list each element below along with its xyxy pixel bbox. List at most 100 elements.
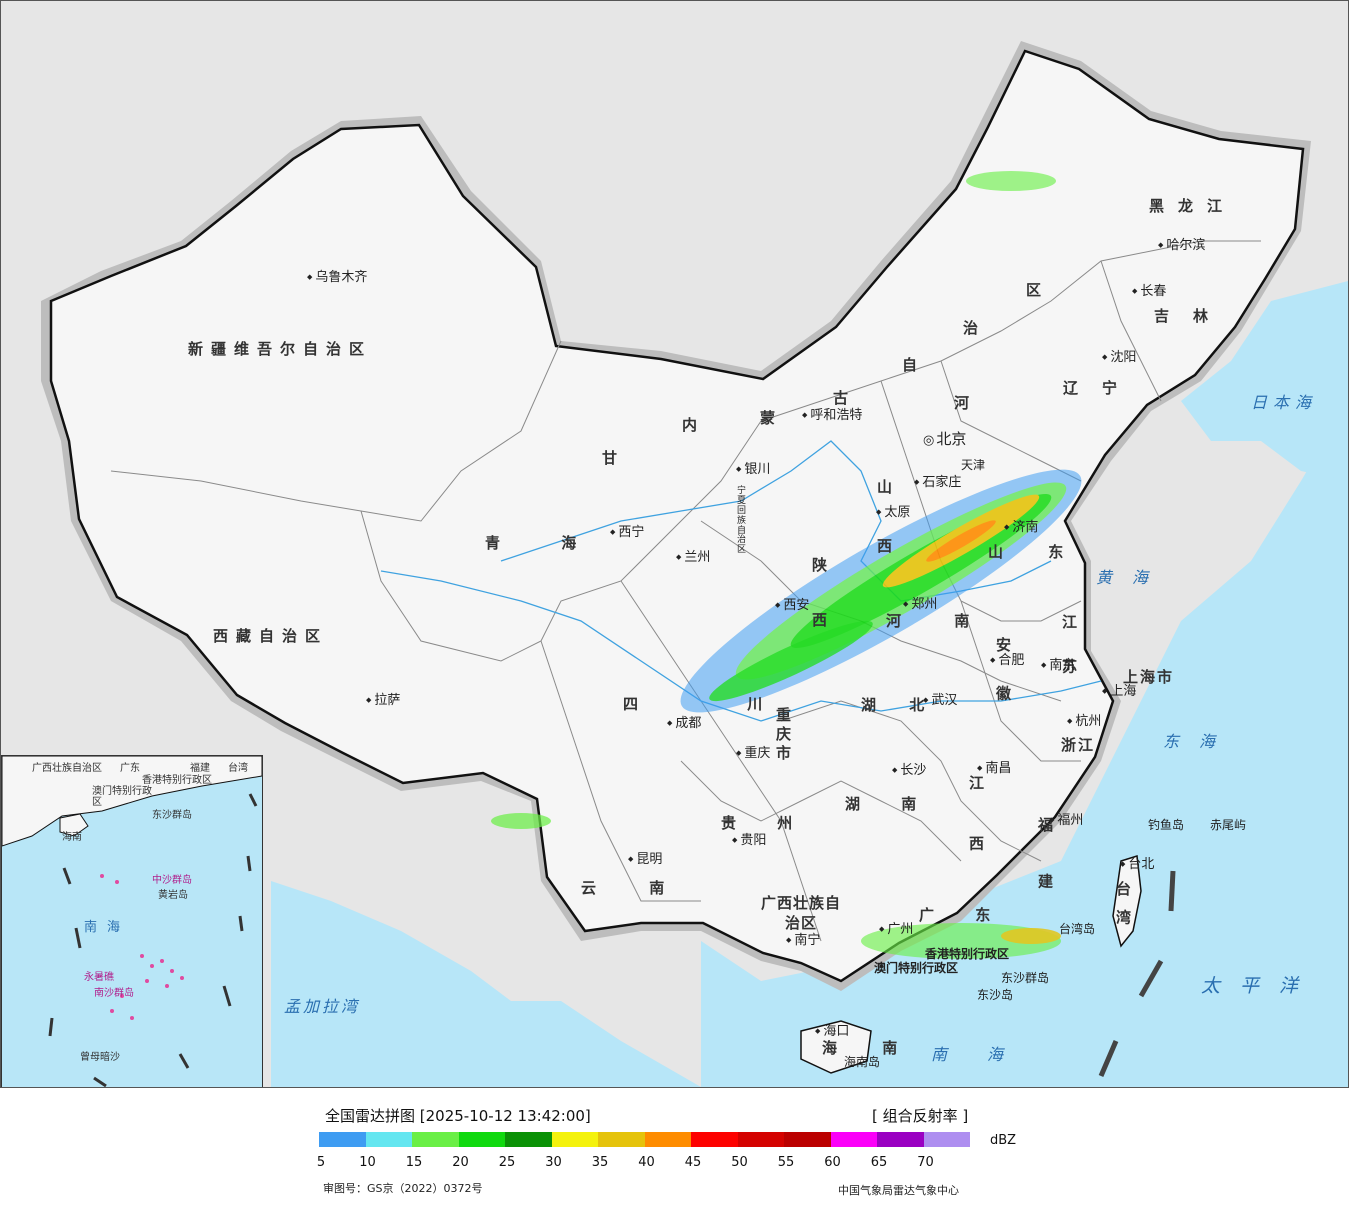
colorbar-swatch	[830, 1132, 877, 1147]
island-dongsha-qundao: 东沙群岛	[1001, 971, 1050, 985]
inset-label-huangyan: 黄岩岛	[158, 890, 188, 901]
taiwan-land	[1112, 855, 1142, 948]
province-jilin: 吉林	[1154, 307, 1233, 325]
island-hainan: 海南岛	[844, 1055, 881, 1069]
province-zhejiang: 浙江	[1061, 736, 1096, 754]
city-taiyuan: 太原	[876, 506, 910, 519]
legend-title: 全国雷达拼图 [2025-10-12 13:42:00]	[325, 1107, 591, 1125]
province-hebei: 河	[954, 394, 978, 412]
province-xizang: 西藏自治区	[213, 627, 329, 645]
inset-label-yongshu: 永暑礁	[84, 972, 114, 983]
inset-label-guangxi: 广西壮族自治区	[32, 763, 102, 774]
city-changsha: 长沙	[892, 764, 926, 777]
province-neimenggu-2: 蒙	[760, 409, 784, 427]
legend: 全国雷达拼图 [2025-10-12 13:42:00] [ 组合反射率 ] d…	[0, 1088, 1349, 1208]
ocean-west	[271, 881, 701, 1087]
province-neimenggu-1: 内	[682, 416, 706, 434]
city-harbin: 哈尔滨	[1158, 239, 1205, 252]
province-taiwan: 台 湾	[1114, 881, 1132, 929]
province-yunnan: 云 南	[581, 879, 689, 897]
province-shandong: 山 东	[988, 543, 1084, 561]
province-shanxi-2: 西	[877, 537, 901, 555]
inset-label-dongsha: 东沙群岛	[152, 810, 192, 821]
province-fujian: 福 建	[1036, 817, 1054, 907]
legend-unit: dBZ	[990, 1133, 1017, 1148]
south-china-sea-inset: 广西壮族自治区 广东 福建 台湾 香港特别行政区 澳门特别行政区 东沙群岛 海南…	[1, 755, 263, 1087]
city-lhasa: 拉萨	[366, 694, 400, 707]
city-urumqi: 乌鲁木齐	[307, 271, 367, 284]
city-nanning: 南宁	[786, 934, 820, 947]
inset-islands	[100, 874, 184, 1020]
inset-label-zhongsha: 中沙群岛	[152, 875, 192, 886]
province-liaoning: 辽宁	[1063, 379, 1142, 397]
city-jinan: 济南	[1004, 521, 1038, 534]
colorbar-tick-label: 60	[824, 1155, 841, 1170]
province-shaanxi: 陕	[812, 556, 836, 574]
city-nanchang: 南昌	[977, 762, 1011, 775]
city-xining: 西宁	[610, 526, 644, 539]
ocean	[701, 401, 1348, 1087]
inset-label-hainan: 海南	[62, 832, 82, 843]
province-tianjin: 天津	[961, 458, 986, 472]
city-shenyang: 沈阳	[1102, 351, 1136, 364]
province-shaanxi-2: 西	[812, 611, 836, 629]
sea-nanhai: 南海	[931, 1045, 1044, 1064]
colorbar-tick-label: 10	[359, 1155, 376, 1170]
province-macau: 澳门特别行政区	[874, 961, 959, 975]
ocean-japan	[1181, 281, 1348, 481]
inset-land	[2, 756, 262, 847]
map-approval-number: 审图号：GS京（2022）0372号	[323, 1182, 483, 1195]
city-taibei: 台北	[1120, 858, 1154, 871]
colorbar-tick-label: 45	[684, 1155, 702, 1170]
city-yinchuan: 银川	[736, 463, 770, 476]
city-fuzhou: 福州	[1049, 814, 1083, 827]
province-guangdong: 广 东	[919, 906, 1009, 924]
island-dongsha-dao: 东沙岛	[977, 988, 1014, 1002]
province-guizhou: 贵 州	[721, 814, 811, 832]
city-shanghai: 上海	[1102, 685, 1136, 698]
maritime-boundary	[1098, 870, 1176, 1077]
province-henan: 河 南	[886, 612, 994, 630]
city-guangzhou: 广州	[879, 923, 913, 936]
province-neimenggu-6: 区	[1026, 281, 1050, 299]
colorbar-swatch	[365, 1132, 412, 1147]
province-qinghai: 青 海	[485, 534, 605, 552]
province-hongkong: 香港特别行政区	[925, 947, 1010, 961]
colorbar-tick-label: 40	[638, 1155, 655, 1170]
province-shanghai: 上海市	[1123, 668, 1175, 686]
island-chiwei: 赤尾屿	[1210, 818, 1247, 832]
city-changchun: 长春	[1132, 285, 1166, 298]
sea-donghai: 东海	[1163, 732, 1236, 751]
inset-label-macau: 澳门特别行政区	[92, 786, 152, 808]
inset-label-fujian: 福建	[190, 763, 210, 774]
colorbar-tick-label: 70	[917, 1155, 934, 1170]
province-sichuan: 四 川	[623, 695, 815, 713]
inset-label-guangdong: 广东	[120, 763, 140, 774]
inset-dashes	[48, 793, 258, 1087]
colorbar-tick-label: 15	[405, 1155, 423, 1170]
province-chongqing: 重庆市	[774, 707, 792, 764]
colorbar-tick-label: 30	[545, 1155, 562, 1170]
province-guangxi: 广西壮族自治区	[761, 894, 842, 932]
inset-hainan	[59, 813, 89, 837]
province-jiangxi: 江 西	[967, 775, 985, 871]
province-neimenggu-3: 古	[833, 389, 857, 407]
province-hunan: 湖 南	[845, 795, 935, 813]
colorbar-swatch	[458, 1132, 505, 1147]
colorbar-tick-label: 20	[452, 1155, 469, 1170]
colorbar-tick-label: 55	[777, 1155, 795, 1170]
colorbar-tick-label: 25	[498, 1155, 516, 1170]
city-xian: 西安	[775, 599, 809, 612]
city-haikou: 海口	[815, 1025, 849, 1038]
province-ningxia: 宁夏回族自治区	[737, 486, 747, 556]
inset-label-zengmu: 曾母暗沙	[80, 1052, 120, 1063]
sea-pacific: 太平洋	[1201, 975, 1319, 997]
province-jiangsu: 江 苏	[1060, 614, 1078, 686]
city-shijiazhuang: 石家庄	[914, 476, 961, 489]
province-beijing: 北京	[923, 432, 966, 447]
island-taiwan: 台湾岛	[1059, 922, 1096, 936]
city-chongqing: 重庆	[736, 747, 770, 760]
colorbar-swatch	[737, 1132, 784, 1147]
colorbar-swatch	[784, 1132, 831, 1147]
colorbar-swatch	[412, 1132, 459, 1147]
